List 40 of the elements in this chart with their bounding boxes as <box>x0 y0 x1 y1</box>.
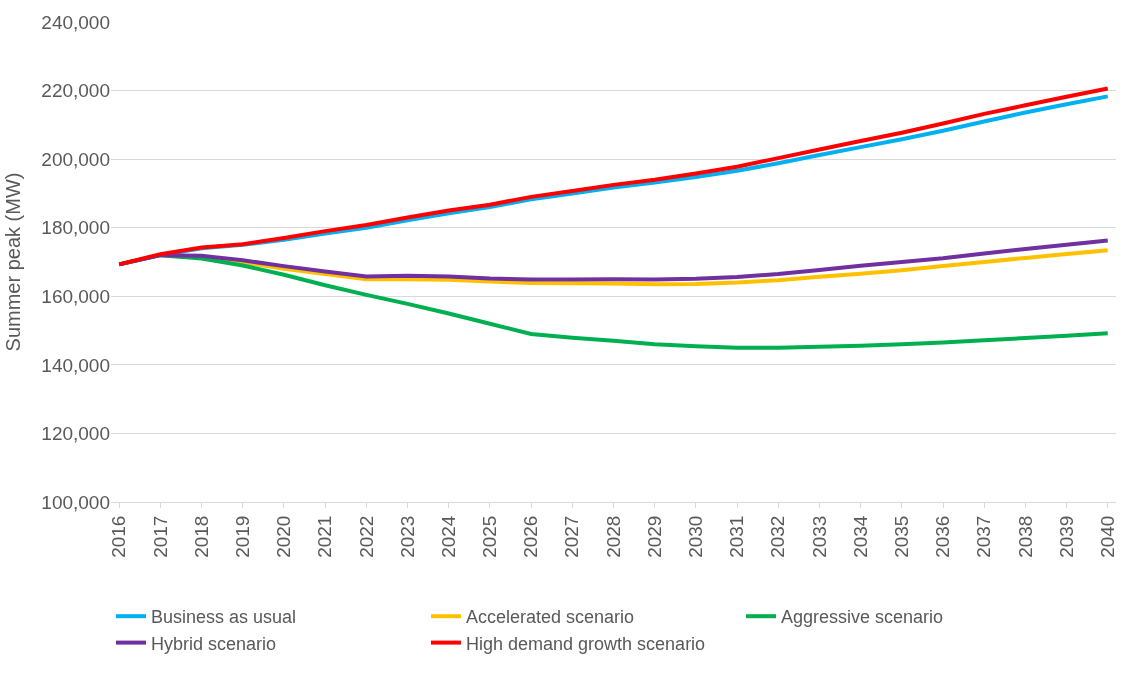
legend-label: Accelerated scenario <box>466 607 635 628</box>
x-tick-label: 2027 <box>561 515 583 558</box>
y-tick-label: 160,000 <box>41 285 110 307</box>
x-tick-label: 2037 <box>973 515 995 558</box>
x-tick-label: 2034 <box>849 515 871 558</box>
x-tick-label: 2021 <box>314 515 336 558</box>
legend-label: High demand growth scenario <box>466 633 706 654</box>
x-tick-label: 2033 <box>808 515 830 558</box>
x-tick-label: 2031 <box>726 515 748 558</box>
legend-label: Hybrid scenario <box>151 633 277 654</box>
x-tick-label: 2016 <box>108 515 130 558</box>
x-tick-label: 2026 <box>520 515 542 558</box>
y-axis-title: Summer peak (MW) <box>1 172 24 352</box>
x-tick-label: 2036 <box>932 515 954 558</box>
x-tick-label: 2035 <box>890 515 912 558</box>
line-series <box>117 238 1110 282</box>
legend-label: Aggressive scenario <box>781 607 944 628</box>
x-tick-label: 2020 <box>273 515 295 558</box>
x-tick-label: 2039 <box>1055 515 1077 558</box>
x-tick-label: 2038 <box>1014 515 1036 558</box>
x-tick-label: 2024 <box>437 515 459 558</box>
x-tick-label: 2028 <box>602 515 624 558</box>
y-tick-label: 100,000 <box>41 491 110 513</box>
x-tick-label: 2019 <box>231 515 253 558</box>
y-tick-label: 200,000 <box>41 148 110 170</box>
x-tick-label: 2023 <box>396 515 418 558</box>
x-tick-label: 2032 <box>767 515 789 558</box>
x-tick-label: 2040 <box>1096 515 1118 558</box>
x-tick-label: 2025 <box>479 515 501 558</box>
x-tick-label: 2029 <box>643 515 665 558</box>
legend-label: Business as usual <box>151 607 297 628</box>
x-tick-label: 2017 <box>149 515 171 558</box>
y-tick-label: 140,000 <box>41 354 110 376</box>
x-tick-label: 2022 <box>355 515 377 558</box>
y-tick-label: 220,000 <box>41 80 110 102</box>
x-tick-label: 2018 <box>190 515 212 558</box>
y-tick-label: 180,000 <box>41 217 110 239</box>
y-tick-label: 240,000 <box>41 11 110 33</box>
x-tick-label: 2030 <box>685 515 707 558</box>
y-tick-label: 120,000 <box>41 423 110 445</box>
